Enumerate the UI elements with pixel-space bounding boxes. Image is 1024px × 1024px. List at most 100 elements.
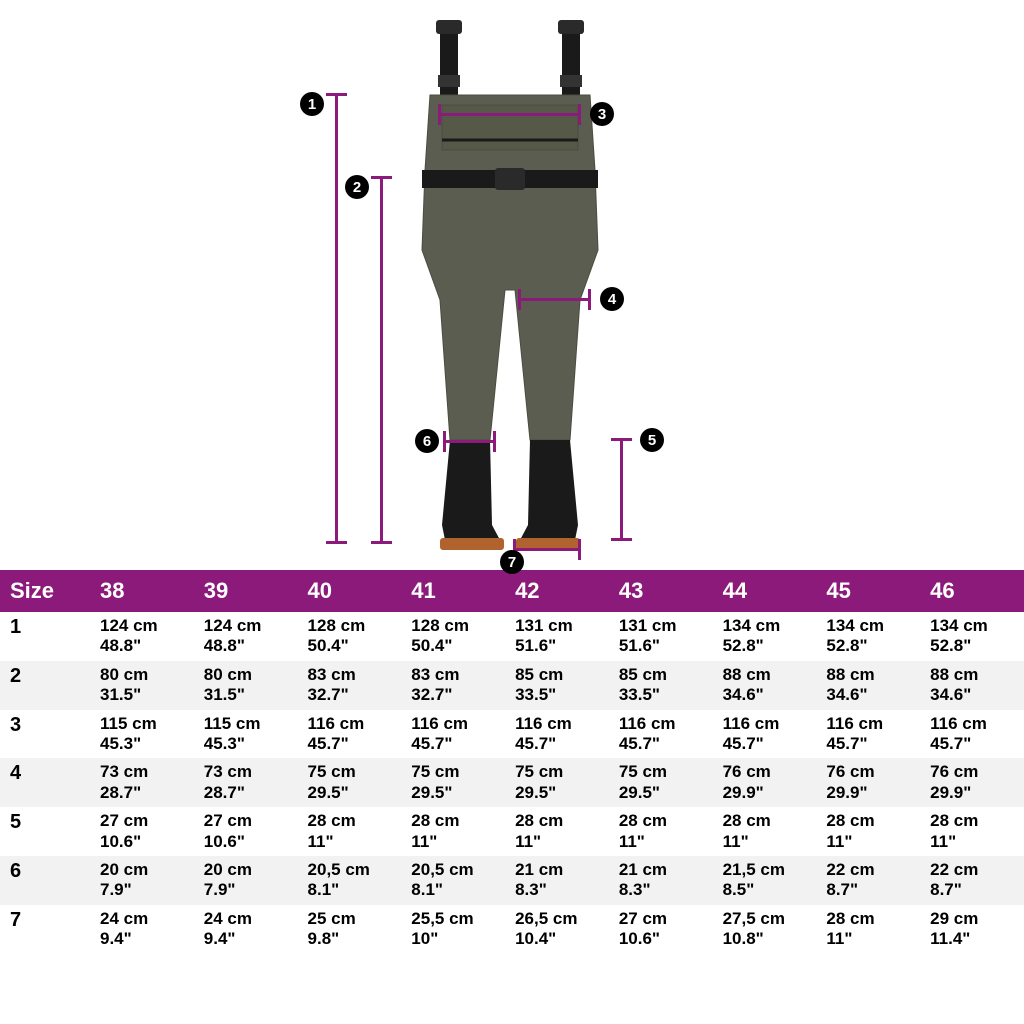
cell-in: 7.9" [204, 880, 288, 900]
cell-cm: 124 cm [100, 616, 184, 636]
size-table: Size 38 39 40 41 42 43 44 45 46 1124 cm4… [0, 570, 1024, 953]
cell-cm: 88 cm [826, 665, 910, 685]
size-cell: 27 cm10.6" [90, 807, 194, 856]
cell-cm: 75 cm [619, 762, 703, 782]
cell-in: 8.3" [515, 880, 599, 900]
size-cell: 76 cm29.9" [713, 758, 817, 807]
header-size: 42 [505, 570, 609, 612]
cell-cm: 29 cm [930, 909, 1014, 929]
header-size: 41 [401, 570, 505, 612]
table-row: 724 cm9.4"24 cm9.4"25 cm9.8"25,5 cm10"26… [0, 905, 1024, 954]
cell-cm: 76 cm [723, 762, 807, 782]
cell-cm: 28 cm [826, 909, 910, 929]
cell-cm: 28 cm [930, 811, 1014, 831]
measure-badge-4: 4 [600, 287, 624, 311]
header-size: 40 [298, 570, 402, 612]
size-cell: 116 cm45.7" [609, 710, 713, 759]
row-id: 4 [0, 758, 90, 807]
row-id: 7 [0, 905, 90, 954]
size-cell: 20 cm7.9" [90, 856, 194, 905]
cell-cm: 76 cm [826, 762, 910, 782]
cell-cm: 116 cm [723, 714, 807, 734]
size-cell: 26,5 cm10.4" [505, 905, 609, 954]
table-row: 1124 cm48.8"124 cm48.8"128 cm50.4"128 cm… [0, 612, 1024, 661]
cell-in: 10.6" [100, 832, 184, 852]
cell-cm: 25,5 cm [411, 909, 495, 929]
cell-cm: 88 cm [723, 665, 807, 685]
cell-cm: 20 cm [100, 860, 184, 880]
size-cell: 25 cm9.8" [298, 905, 402, 954]
cell-cm: 134 cm [930, 616, 1014, 636]
size-cell: 28 cm11" [298, 807, 402, 856]
cell-cm: 75 cm [308, 762, 392, 782]
size-cell: 83 cm32.7" [401, 661, 505, 710]
size-cell: 75 cm29.5" [401, 758, 505, 807]
cell-in: 32.7" [308, 685, 392, 705]
cell-in: 45.7" [619, 734, 703, 754]
cell-in: 8.5" [723, 880, 807, 900]
size-cell: 124 cm48.8" [90, 612, 194, 661]
cell-cm: 76 cm [930, 762, 1014, 782]
cell-cm: 134 cm [826, 616, 910, 636]
cell-cm: 85 cm [515, 665, 599, 685]
size-cell: 27 cm10.6" [609, 905, 713, 954]
cell-in: 29.5" [619, 783, 703, 803]
row-id: 6 [0, 856, 90, 905]
cell-in: 45.7" [930, 734, 1014, 754]
cell-in: 9.8" [308, 929, 392, 949]
row-id: 5 [0, 807, 90, 856]
cell-in: 45.7" [515, 734, 599, 754]
cell-in: 48.8" [100, 636, 184, 656]
size-cell: 22 cm8.7" [920, 856, 1024, 905]
cell-in: 34.6" [826, 685, 910, 705]
cell-cm: 124 cm [204, 616, 288, 636]
header-size: 46 [920, 570, 1024, 612]
row-id: 3 [0, 710, 90, 759]
cell-cm: 134 cm [723, 616, 807, 636]
cell-in: 10" [411, 929, 495, 949]
size-cell: 73 cm28.7" [90, 758, 194, 807]
cell-in: 45.7" [411, 734, 495, 754]
cell-in: 45.3" [100, 734, 184, 754]
size-cell: 128 cm50.4" [401, 612, 505, 661]
cell-cm: 28 cm [723, 811, 807, 831]
size-cell: 80 cm31.5" [194, 661, 298, 710]
measure-line-3 [440, 113, 580, 116]
cell-in: 29.5" [411, 783, 495, 803]
cell-in: 8.7" [826, 880, 910, 900]
header-size: 44 [713, 570, 817, 612]
cell-in: 11" [515, 832, 599, 852]
size-cell: 88 cm34.6" [920, 661, 1024, 710]
table-header-row: Size 38 39 40 41 42 43 44 45 46 [0, 570, 1024, 612]
size-cell: 28 cm11" [816, 905, 920, 954]
size-diagram: 1 2 3 4 5 6 7 [0, 0, 1024, 570]
size-cell: 28 cm11" [920, 807, 1024, 856]
cell-in: 11" [930, 832, 1014, 852]
cell-cm: 20,5 cm [411, 860, 495, 880]
table-row: 527 cm10.6"27 cm10.6"28 cm11"28 cm11"28 … [0, 807, 1024, 856]
size-cell: 116 cm45.7" [401, 710, 505, 759]
measure-badge-1: 1 [300, 92, 324, 116]
cell-in: 29.9" [930, 783, 1014, 803]
cell-in: 28.7" [100, 783, 184, 803]
cell-in: 29.9" [723, 783, 807, 803]
cell-in: 29.5" [515, 783, 599, 803]
cell-in: 45.7" [308, 734, 392, 754]
cell-cm: 28 cm [515, 811, 599, 831]
size-cell: 22 cm8.7" [816, 856, 920, 905]
cell-cm: 116 cm [411, 714, 495, 734]
size-cell: 116 cm45.7" [816, 710, 920, 759]
size-cell: 28 cm11" [816, 807, 920, 856]
header-size: 38 [90, 570, 194, 612]
cell-cm: 28 cm [308, 811, 392, 831]
cell-in: 9.4" [100, 929, 184, 949]
cell-in: 52.8" [930, 636, 1014, 656]
cell-cm: 73 cm [100, 762, 184, 782]
size-cell: 88 cm34.6" [816, 661, 920, 710]
size-cell: 115 cm45.3" [90, 710, 194, 759]
size-cell: 25,5 cm10" [401, 905, 505, 954]
header-size: 39 [194, 570, 298, 612]
cell-in: 33.5" [619, 685, 703, 705]
cell-cm: 131 cm [515, 616, 599, 636]
size-cell: 131 cm51.6" [609, 612, 713, 661]
